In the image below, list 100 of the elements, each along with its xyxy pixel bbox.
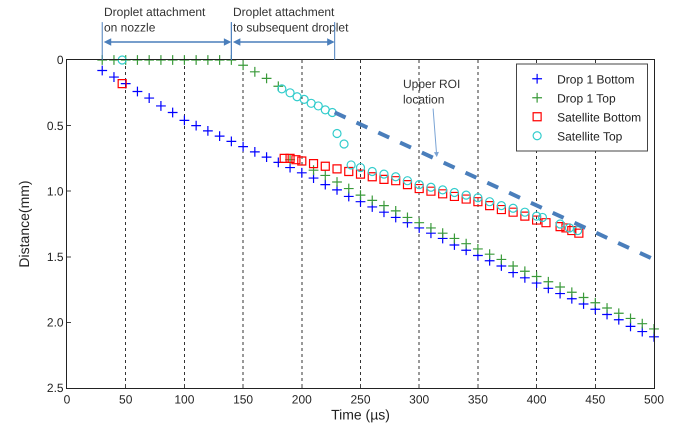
point xyxy=(332,176,343,188)
point xyxy=(285,154,295,163)
point xyxy=(96,65,108,76)
point xyxy=(118,55,127,65)
point xyxy=(297,156,306,166)
y-tick-label: 0.5 xyxy=(46,118,64,133)
annotation: Droplet attachment on nozzle xyxy=(104,5,206,35)
point xyxy=(496,204,506,214)
point xyxy=(356,162,366,172)
point xyxy=(296,167,308,178)
point xyxy=(590,297,601,308)
point xyxy=(602,302,613,314)
y-tick-label: 2.0 xyxy=(46,316,64,330)
point xyxy=(532,215,542,225)
point xyxy=(566,286,578,298)
point xyxy=(356,170,366,179)
point xyxy=(249,146,260,158)
point xyxy=(306,98,316,108)
x-tick-label: 100 xyxy=(174,392,195,406)
point xyxy=(108,72,120,83)
y-tick-label: 1.0 xyxy=(46,184,64,198)
point xyxy=(555,219,565,229)
point xyxy=(438,189,448,198)
point xyxy=(167,54,178,66)
x-tick-label: 350 xyxy=(468,392,488,406)
point xyxy=(554,281,566,292)
point xyxy=(520,212,530,221)
point xyxy=(542,276,554,288)
point xyxy=(320,105,330,114)
point xyxy=(414,217,425,228)
point xyxy=(450,188,460,198)
legend-label: Drop 1 Bottom xyxy=(557,72,635,86)
point xyxy=(567,226,576,236)
point xyxy=(414,184,424,194)
point xyxy=(332,164,342,174)
point xyxy=(473,193,482,202)
point xyxy=(167,106,178,118)
point xyxy=(202,54,214,66)
point xyxy=(390,205,402,216)
point xyxy=(391,172,400,182)
y-tick-label: 1.5 xyxy=(46,250,64,264)
point xyxy=(320,162,330,171)
point xyxy=(155,54,166,66)
annotation: Upper ROI location xyxy=(403,77,460,107)
point xyxy=(132,54,143,66)
point xyxy=(178,114,190,126)
point xyxy=(346,160,356,170)
point xyxy=(574,228,584,238)
point xyxy=(438,185,448,194)
point xyxy=(144,92,155,104)
point xyxy=(462,190,471,200)
point xyxy=(249,66,260,78)
x-tick-label: 300 xyxy=(409,392,430,406)
x-tick-label: 400 xyxy=(526,392,547,406)
point xyxy=(485,197,494,206)
point xyxy=(648,323,660,334)
point xyxy=(368,166,377,176)
y-axis-title: Distance(mm) xyxy=(16,180,32,268)
point xyxy=(261,72,272,84)
point xyxy=(496,201,506,210)
point xyxy=(625,312,636,324)
point xyxy=(272,156,284,168)
point xyxy=(214,54,226,66)
point xyxy=(368,172,377,182)
point xyxy=(332,128,342,138)
point xyxy=(300,94,309,104)
point xyxy=(426,182,436,192)
point xyxy=(613,308,624,319)
point xyxy=(391,176,400,186)
point xyxy=(379,174,389,184)
point xyxy=(472,243,484,254)
point xyxy=(285,88,295,98)
point xyxy=(190,54,202,66)
point xyxy=(484,248,496,260)
point xyxy=(648,331,660,342)
point xyxy=(460,238,472,250)
point xyxy=(332,184,343,196)
point xyxy=(578,292,590,303)
point xyxy=(561,223,571,233)
point xyxy=(520,208,530,217)
point xyxy=(291,155,301,164)
point xyxy=(573,226,582,236)
point xyxy=(272,80,284,92)
point xyxy=(538,212,548,222)
legend-label: Drop 1 Top xyxy=(557,91,616,106)
point xyxy=(450,192,460,202)
x-axis-title: Time (µs) xyxy=(331,406,390,423)
point xyxy=(508,208,518,217)
point xyxy=(414,180,424,190)
point xyxy=(277,84,286,94)
point xyxy=(508,204,518,213)
point xyxy=(314,101,323,111)
point xyxy=(280,154,289,163)
point xyxy=(437,228,448,239)
point xyxy=(636,318,648,330)
point xyxy=(426,186,436,196)
point xyxy=(402,180,412,190)
x-tick-label: 500 xyxy=(644,392,664,406)
x-tick-label: 250 xyxy=(350,392,371,406)
point xyxy=(320,179,331,190)
